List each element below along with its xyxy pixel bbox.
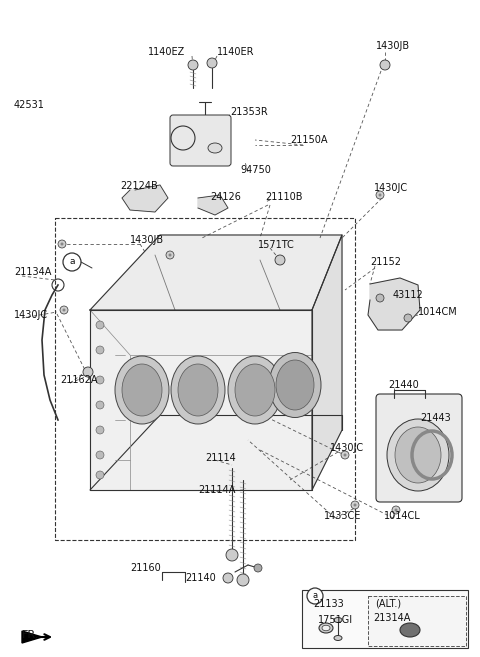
Ellipse shape bbox=[235, 364, 275, 416]
FancyBboxPatch shape bbox=[170, 115, 231, 166]
Text: 1571TC: 1571TC bbox=[258, 240, 295, 250]
Ellipse shape bbox=[178, 364, 218, 416]
Ellipse shape bbox=[334, 635, 342, 641]
Ellipse shape bbox=[115, 356, 169, 424]
Text: 21114A: 21114A bbox=[198, 485, 235, 495]
Text: FR.: FR. bbox=[22, 630, 39, 640]
Text: 21150A: 21150A bbox=[290, 135, 327, 145]
Circle shape bbox=[58, 240, 66, 248]
Text: 21162A: 21162A bbox=[60, 375, 97, 385]
Text: 1751GI: 1751GI bbox=[318, 615, 353, 625]
Ellipse shape bbox=[322, 625, 330, 631]
Circle shape bbox=[83, 367, 93, 377]
Text: 21440: 21440 bbox=[388, 380, 419, 390]
Ellipse shape bbox=[334, 618, 342, 622]
Circle shape bbox=[380, 60, 390, 70]
Text: 1433CE: 1433CE bbox=[324, 511, 361, 521]
Text: 22124B: 22124B bbox=[120, 181, 158, 191]
Circle shape bbox=[207, 58, 217, 68]
Polygon shape bbox=[368, 278, 420, 330]
Circle shape bbox=[376, 294, 384, 302]
Circle shape bbox=[96, 426, 104, 434]
Circle shape bbox=[96, 401, 104, 409]
Circle shape bbox=[96, 451, 104, 459]
Text: 1014CL: 1014CL bbox=[384, 511, 421, 521]
Circle shape bbox=[96, 471, 104, 479]
Circle shape bbox=[307, 588, 323, 604]
Circle shape bbox=[168, 254, 171, 256]
Ellipse shape bbox=[269, 353, 321, 417]
Text: 21353R: 21353R bbox=[230, 107, 268, 117]
Circle shape bbox=[353, 503, 357, 507]
Circle shape bbox=[376, 191, 384, 199]
Circle shape bbox=[226, 549, 238, 561]
Polygon shape bbox=[122, 185, 168, 212]
Ellipse shape bbox=[395, 427, 441, 483]
Text: a: a bbox=[69, 258, 75, 267]
Text: (ALT.): (ALT.) bbox=[375, 599, 401, 609]
Circle shape bbox=[188, 60, 198, 70]
Circle shape bbox=[60, 306, 68, 314]
Text: 21110B: 21110B bbox=[265, 192, 302, 202]
Bar bbox=[302, 590, 468, 648]
Text: 21134A: 21134A bbox=[14, 267, 51, 277]
Ellipse shape bbox=[319, 623, 333, 633]
Circle shape bbox=[96, 376, 104, 384]
Circle shape bbox=[344, 453, 347, 457]
Circle shape bbox=[395, 509, 397, 512]
Circle shape bbox=[392, 506, 400, 514]
Polygon shape bbox=[22, 631, 42, 643]
FancyBboxPatch shape bbox=[376, 394, 462, 502]
Circle shape bbox=[166, 251, 174, 259]
Bar bbox=[55, 218, 355, 540]
Ellipse shape bbox=[208, 143, 222, 153]
Ellipse shape bbox=[228, 356, 282, 424]
Polygon shape bbox=[90, 235, 342, 310]
Circle shape bbox=[63, 253, 81, 271]
Text: 21114: 21114 bbox=[205, 453, 236, 463]
Text: 43112: 43112 bbox=[393, 290, 424, 300]
Ellipse shape bbox=[122, 364, 162, 416]
Ellipse shape bbox=[276, 360, 314, 410]
Polygon shape bbox=[198, 195, 228, 215]
Ellipse shape bbox=[387, 419, 449, 491]
Circle shape bbox=[275, 255, 285, 265]
Text: 1430JC: 1430JC bbox=[330, 443, 364, 453]
Circle shape bbox=[223, 573, 233, 583]
Polygon shape bbox=[312, 235, 342, 490]
Circle shape bbox=[404, 314, 412, 322]
Text: 21152: 21152 bbox=[370, 257, 401, 267]
Circle shape bbox=[351, 501, 359, 509]
Text: 42531: 42531 bbox=[14, 100, 45, 110]
Ellipse shape bbox=[171, 356, 225, 424]
Text: 21160: 21160 bbox=[130, 563, 161, 573]
Text: 1140EZ: 1140EZ bbox=[148, 47, 185, 57]
Bar bbox=[368, 596, 466, 646]
Text: 1430JB: 1430JB bbox=[376, 41, 410, 51]
Text: 24126: 24126 bbox=[210, 192, 241, 202]
Text: a: a bbox=[312, 591, 318, 600]
Circle shape bbox=[254, 564, 262, 572]
Text: 1140ER: 1140ER bbox=[217, 47, 254, 57]
Text: 1014CM: 1014CM bbox=[418, 307, 458, 317]
Circle shape bbox=[379, 194, 382, 196]
Text: 1430JC: 1430JC bbox=[14, 310, 48, 320]
Text: 21140: 21140 bbox=[185, 573, 216, 583]
Ellipse shape bbox=[400, 623, 420, 637]
Circle shape bbox=[341, 451, 349, 459]
Circle shape bbox=[96, 346, 104, 354]
Circle shape bbox=[237, 574, 249, 586]
Text: 21443: 21443 bbox=[420, 413, 451, 423]
Circle shape bbox=[62, 309, 65, 311]
Text: 21133: 21133 bbox=[313, 599, 344, 609]
Circle shape bbox=[60, 242, 63, 246]
Text: 21314A: 21314A bbox=[373, 613, 410, 623]
Circle shape bbox=[96, 321, 104, 329]
Text: 1430JC: 1430JC bbox=[374, 183, 408, 193]
Text: 94750: 94750 bbox=[240, 165, 271, 175]
Polygon shape bbox=[90, 310, 312, 490]
Text: 1430JB: 1430JB bbox=[130, 235, 164, 245]
